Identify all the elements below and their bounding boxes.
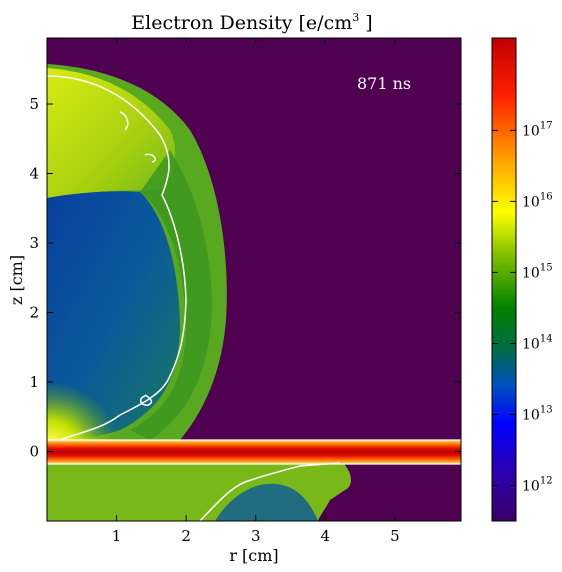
x-axis-label: r [cm] — [229, 546, 278, 565]
colorbar-tick-exponent: 13 — [540, 404, 553, 415]
colorbar-tick-exponent: 14 — [540, 333, 553, 344]
y-tick-label: 0 — [29, 443, 39, 461]
contour-cap-curl — [119, 111, 157, 163]
colorbar-tick-exponent: 17 — [540, 120, 553, 131]
colorbar-tick-label: 1012 — [522, 475, 553, 494]
y-tick-label: 1 — [29, 373, 39, 391]
chart-title: Electron Density [e/cm3 ] — [131, 11, 372, 34]
x-tick-label: 2 — [181, 527, 191, 545]
colorbar-tick-exponent: 16 — [540, 191, 553, 202]
colorbar-tick-base: 10 — [522, 336, 540, 352]
contour-curl — [140, 394, 153, 406]
plot-frame — [46, 37, 462, 522]
colorbar-tick-base: 10 — [522, 478, 540, 494]
colorbar-tick-label: 1016 — [522, 191, 553, 210]
y-tick-label: 5 — [29, 95, 39, 113]
contour-lower — [199, 462, 341, 521]
x-tick-label: 5 — [390, 527, 400, 545]
contour-outer — [47, 75, 187, 441]
x-axis-ticks: 1 2 3 4 5 — [112, 38, 400, 545]
x-tick-label: 1 — [112, 527, 122, 545]
colorbar — [491, 37, 517, 522]
y-tick-label: 4 — [29, 165, 39, 183]
y-tick-label: 3 — [29, 234, 39, 252]
colorbar-tick-label: 1013 — [522, 404, 553, 423]
time-annotation: 871 ns — [357, 74, 411, 93]
plasma-cap — [47, 68, 176, 198]
colorbar-tick-base: 10 — [522, 407, 540, 423]
chart-title-exponent: 3 — [352, 11, 359, 24]
colorbar-tick-exponent: 15 — [540, 262, 553, 273]
y-axis-ticks: 0 1 2 3 4 5 — [29, 95, 461, 461]
colorbar-tick-label: 1014 — [522, 333, 553, 352]
colorbar-tick-label: 1015 — [522, 262, 553, 281]
lower-blue-pocket — [215, 483, 318, 521]
colorbar-tick-exponent: 12 — [540, 475, 553, 486]
plot-area — [47, 38, 461, 521]
x-tick-label: 3 — [251, 527, 261, 545]
inner-green-band — [130, 150, 212, 440]
colorbar-tick-label: 1017 — [522, 120, 553, 139]
beam-band — [47, 440, 461, 464]
colorbar-tick-base: 10 — [522, 194, 540, 210]
x-tick-label: 4 — [321, 527, 331, 545]
chart-title-suffix: ] — [359, 12, 372, 34]
y-axis-label: z [cm] — [7, 255, 26, 305]
y-tick-label: 2 — [29, 304, 39, 322]
colorbar-tick-base: 10 — [522, 265, 540, 281]
colorbar-tick-base: 10 — [522, 123, 540, 139]
low-density-cavity — [47, 191, 180, 442]
